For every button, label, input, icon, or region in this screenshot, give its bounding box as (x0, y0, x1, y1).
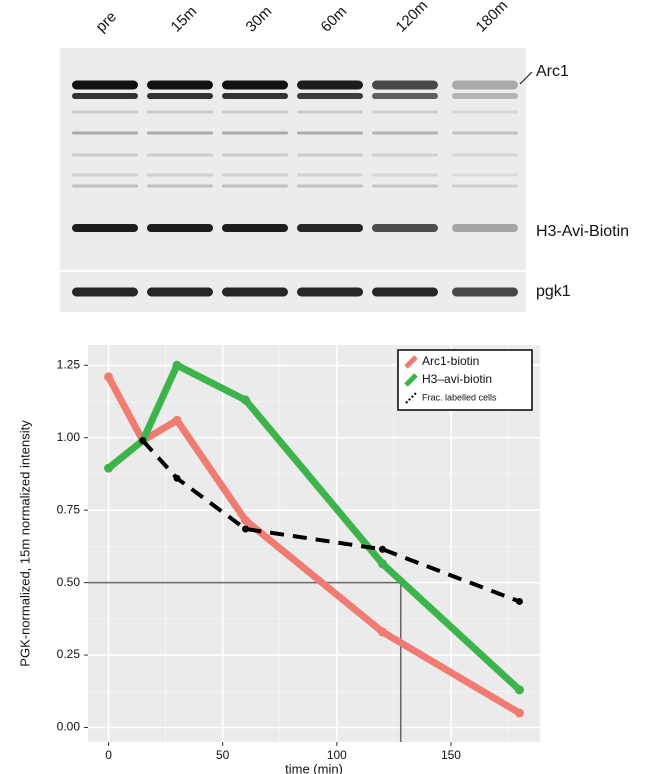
band (147, 154, 213, 157)
band (452, 132, 518, 135)
band-label: Arc1 (536, 63, 569, 80)
band (297, 93, 363, 99)
band-label: H3-Avi-Biotin (536, 223, 629, 240)
figure: pre 15m 30m 60m 120m 180m Arc1 H3-Avi-Biotin pgk… (0, 0, 659, 774)
band (452, 224, 518, 232)
series-point (378, 559, 387, 568)
band (222, 288, 288, 297)
series-point (173, 361, 182, 370)
band (372, 185, 438, 188)
band (147, 81, 213, 90)
band (72, 185, 138, 188)
legend-label: Frac. labelled cells (422, 392, 497, 402)
lane-label: pre (93, 8, 120, 35)
band (222, 93, 288, 99)
lane-label: 120m (393, 0, 432, 36)
band (72, 81, 138, 90)
band (372, 154, 438, 157)
band (452, 288, 518, 297)
band (147, 288, 213, 297)
band (222, 154, 288, 157)
series-point (104, 372, 113, 381)
band (452, 81, 518, 90)
band (297, 174, 363, 177)
x-tick-label: 150 (441, 748, 461, 762)
series-point (173, 416, 182, 425)
band (147, 93, 213, 99)
lane-label: 60m (318, 3, 351, 36)
band (72, 93, 138, 99)
series-point (174, 475, 181, 482)
band (72, 288, 138, 297)
band (297, 224, 363, 232)
y-tick-label: 0.50 (57, 575, 81, 589)
band (297, 111, 363, 114)
series-point (515, 685, 524, 694)
band (452, 93, 518, 99)
band (147, 224, 213, 232)
x-tick-label: 100 (327, 748, 347, 762)
band (297, 132, 363, 135)
band (72, 224, 138, 232)
lane-label: 180m (473, 0, 512, 36)
band (372, 288, 438, 297)
band (297, 185, 363, 188)
band (72, 174, 138, 177)
series-point (139, 437, 146, 444)
band (222, 174, 288, 177)
band (222, 111, 288, 114)
band-label: pgk1 (536, 283, 571, 300)
series-point (515, 709, 524, 718)
band (222, 81, 288, 90)
series-point (242, 526, 249, 533)
band (452, 154, 518, 157)
band (372, 174, 438, 177)
lane-label: 15m (168, 3, 201, 36)
band (147, 111, 213, 114)
band (147, 185, 213, 188)
legend-label: H3–avi-biotin (422, 372, 492, 386)
band (372, 81, 438, 90)
band (372, 132, 438, 135)
y-tick-label: 0.75 (57, 502, 81, 516)
band (372, 93, 438, 99)
x-tick-label: 50 (216, 748, 230, 762)
series-point (104, 464, 113, 473)
y-tick-label: 1.00 (57, 430, 81, 444)
y-tick-label: 0.25 (57, 647, 81, 661)
band (72, 132, 138, 135)
band (452, 185, 518, 188)
band (222, 132, 288, 135)
band (452, 111, 518, 114)
legend-label: Arc1-biotin (422, 354, 479, 368)
series-point (378, 627, 387, 636)
x-tick-label: 0 (105, 748, 112, 762)
band (222, 224, 288, 232)
band (297, 154, 363, 157)
series-point (516, 598, 523, 605)
band (72, 111, 138, 114)
band (222, 185, 288, 188)
band (297, 288, 363, 297)
lane-label: 30m (243, 3, 276, 36)
y-tick-label: 0.00 (57, 720, 81, 734)
band (372, 111, 438, 114)
band (297, 81, 363, 90)
band (147, 132, 213, 135)
band (452, 174, 518, 177)
x-axis-title: time (min) (285, 761, 343, 774)
band (147, 174, 213, 177)
band (72, 154, 138, 157)
series-point (379, 546, 386, 553)
y-tick-label: 1.25 (57, 357, 81, 371)
series-point (241, 516, 250, 525)
y-axis-title: PGK-normalized, 15m normalized intensity (17, 420, 32, 667)
series-point (241, 396, 250, 405)
band (372, 224, 438, 232)
